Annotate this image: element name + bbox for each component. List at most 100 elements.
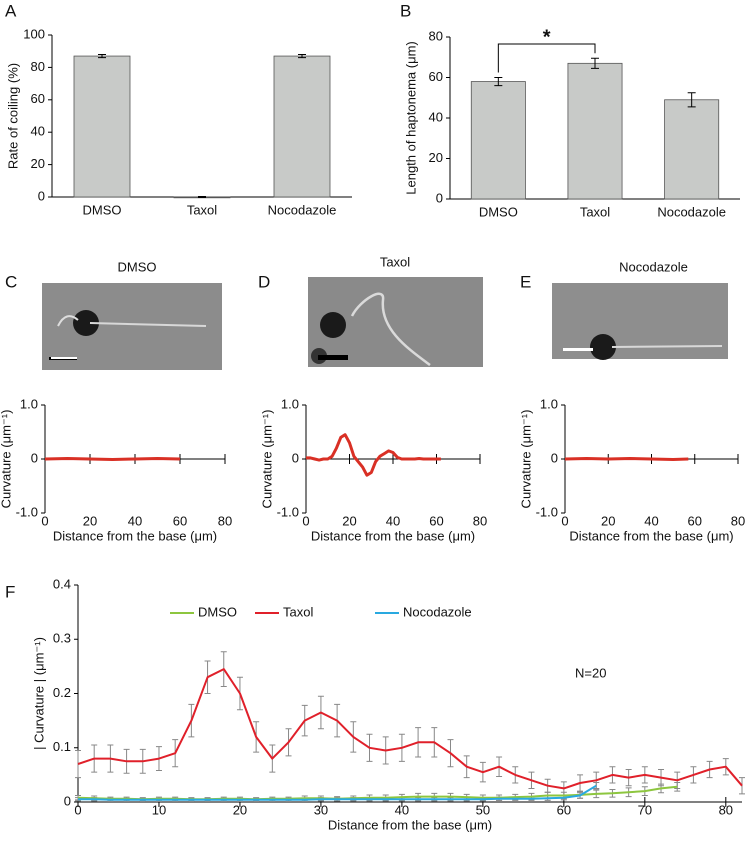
x-tick-label: 0 bbox=[561, 513, 568, 528]
bar bbox=[73, 55, 131, 198]
panel-label: E bbox=[520, 272, 531, 291]
legend-label: DMSO bbox=[198, 604, 237, 619]
bar bbox=[470, 81, 526, 200]
y-tick-label: 1.0 bbox=[20, 396, 38, 411]
x-tick-label: 60 bbox=[429, 513, 443, 528]
error-bar bbox=[298, 53, 306, 59]
y-tick-label: 0 bbox=[551, 450, 558, 465]
x-tick-label: 20 bbox=[233, 802, 247, 817]
y-tick-label: 0 bbox=[38, 188, 45, 203]
y-tick-label: -1.0 bbox=[277, 504, 299, 519]
x-tick-label: 40 bbox=[395, 802, 409, 817]
y-tick-label: 0 bbox=[31, 450, 38, 465]
x-tick-label: 40 bbox=[644, 513, 658, 528]
x-tick-label: 60 bbox=[688, 513, 702, 528]
error-bar bbox=[739, 777, 745, 795]
y-tick-label: 0.4 bbox=[53, 576, 71, 591]
y-tick-label: 1.0 bbox=[540, 396, 558, 411]
panel-label: B bbox=[400, 1, 411, 20]
y-tick-label: 0.1 bbox=[53, 739, 71, 754]
micrograph bbox=[308, 277, 483, 367]
series-line bbox=[77, 785, 678, 801]
bar bbox=[273, 55, 331, 198]
curvature-line bbox=[306, 433, 441, 477]
x-tick-label: 30 bbox=[314, 802, 328, 817]
y-tick-label: 0 bbox=[292, 450, 299, 465]
series-line bbox=[78, 784, 597, 801]
y-tick-label: 1.0 bbox=[281, 396, 299, 411]
x-axis-label: Distance from the base (μm) bbox=[569, 528, 733, 543]
micrograph bbox=[552, 283, 728, 360]
y-axis-label: Rate of coiling (%) bbox=[5, 63, 20, 169]
y-axis-label: Curvature (μm⁻¹) bbox=[0, 410, 13, 509]
y-tick-label: 20 bbox=[31, 156, 45, 171]
x-tick-label: 60 bbox=[557, 802, 571, 817]
panel-label: F bbox=[5, 582, 15, 601]
panel-label: D bbox=[258, 272, 270, 291]
y-tick-label: 0.2 bbox=[53, 685, 71, 700]
x-tick-label: 50 bbox=[476, 802, 490, 817]
x-tick-label: DMSO bbox=[83, 202, 122, 217]
x-tick-label: 80 bbox=[218, 513, 232, 528]
panel-label: A bbox=[5, 1, 17, 20]
y-tick-label: 0 bbox=[436, 190, 443, 205]
y-axis-label: Curvature (μm⁻¹) bbox=[259, 410, 274, 509]
y-tick-label: 80 bbox=[429, 28, 443, 43]
significance-label: * bbox=[543, 26, 551, 48]
y-axis-label: Curvature (μm⁻¹) bbox=[518, 410, 533, 509]
x-axis-label: Distance from the base (μm) bbox=[328, 817, 492, 832]
significance-bracket bbox=[497, 43, 596, 73]
y-tick-label: 60 bbox=[429, 69, 443, 84]
y-tick-label: 20 bbox=[429, 150, 443, 165]
y-tick-label: -1.0 bbox=[16, 504, 38, 519]
legend-label: Nocodazole bbox=[403, 604, 472, 619]
x-tick-label: 0 bbox=[41, 513, 48, 528]
y-tick-label: 100 bbox=[23, 26, 45, 41]
x-tick-label: 80 bbox=[473, 513, 487, 528]
error-bar bbox=[591, 57, 599, 69]
x-tick-label: Taxol bbox=[580, 204, 610, 219]
error-bar bbox=[593, 781, 600, 790]
y-tick-label: 0.3 bbox=[53, 631, 71, 646]
x-tick-label: 80 bbox=[719, 802, 733, 817]
x-tick-label: 20 bbox=[601, 513, 615, 528]
x-tick-label: 70 bbox=[638, 802, 652, 817]
y-tick-label: 80 bbox=[31, 59, 45, 74]
x-tick-label: 0 bbox=[74, 802, 81, 817]
x-tick-label: 60 bbox=[173, 513, 187, 528]
panel-title: DMSO bbox=[118, 259, 157, 274]
x-tick-label: 80 bbox=[731, 513, 745, 528]
micrograph bbox=[42, 283, 222, 370]
x-tick-label: 20 bbox=[83, 513, 97, 528]
y-tick-label: 60 bbox=[31, 91, 45, 106]
bar bbox=[664, 99, 720, 200]
x-tick-label: 40 bbox=[128, 513, 142, 528]
x-axis-label: Distance from the base (μm) bbox=[311, 528, 475, 543]
bar bbox=[567, 62, 623, 200]
annotation: N=20 bbox=[575, 665, 606, 680]
x-tick-label: 10 bbox=[152, 802, 166, 817]
panel-label: C bbox=[5, 272, 17, 291]
x-tick-label: Nocodazole bbox=[657, 204, 726, 219]
panel-title: Taxol bbox=[380, 254, 410, 269]
x-tick-label: 20 bbox=[342, 513, 356, 528]
x-tick-label: DMSO bbox=[479, 204, 518, 219]
y-tick-label: 40 bbox=[31, 124, 45, 139]
curvature-line bbox=[44, 457, 181, 461]
legend-label: Taxol bbox=[283, 604, 313, 619]
error-bar bbox=[687, 92, 696, 108]
error-bar bbox=[75, 749, 81, 779]
error-bar bbox=[494, 77, 503, 87]
y-axis-label: | Curvature | (μm⁻¹) bbox=[31, 637, 46, 750]
x-tick-label: 0 bbox=[302, 513, 309, 528]
series-line bbox=[77, 668, 743, 790]
y-axis-label: Length of haptonema (μm) bbox=[403, 41, 418, 194]
panel-title: Nocodazole bbox=[619, 259, 688, 274]
x-tick-label: Nocodazole bbox=[268, 202, 337, 217]
y-tick-label: 0 bbox=[64, 793, 71, 808]
error-bar bbox=[198, 196, 206, 198]
x-axis-label: Distance from the base (μm) bbox=[53, 528, 217, 543]
y-tick-label: -1.0 bbox=[536, 504, 558, 519]
x-tick-label: Taxol bbox=[187, 202, 217, 217]
